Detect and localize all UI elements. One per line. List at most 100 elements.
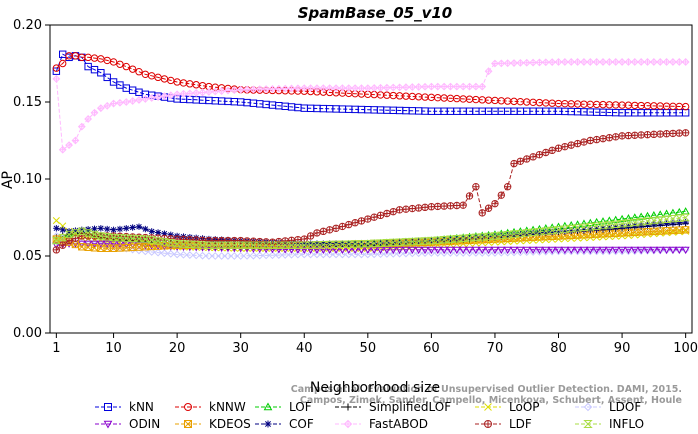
point-inflo bbox=[624, 219, 633, 227]
point-odin bbox=[414, 246, 423, 255]
point-inflo bbox=[229, 241, 239, 249]
point-fastabod bbox=[611, 58, 620, 66]
point-fastabod bbox=[154, 93, 162, 101]
point-ldof bbox=[433, 249, 442, 257]
point-inflo bbox=[350, 240, 360, 248]
point-ldf bbox=[656, 130, 664, 138]
point-ldof bbox=[611, 247, 620, 256]
point-odin bbox=[281, 246, 290, 254]
point-inflo bbox=[51, 236, 61, 245]
point-fastabod bbox=[173, 90, 182, 99]
point-odin bbox=[446, 246, 455, 255]
point-inflo bbox=[172, 239, 182, 248]
point-fastabod bbox=[427, 82, 436, 91]
point-inflo bbox=[604, 221, 614, 229]
point-ldf bbox=[605, 134, 614, 142]
point-fastabod bbox=[414, 83, 423, 91]
point-inflo bbox=[318, 241, 328, 249]
point-odin bbox=[103, 240, 112, 248]
point-fastabod bbox=[376, 83, 385, 92]
point-ldof bbox=[586, 247, 595, 256]
point-inflo bbox=[128, 234, 138, 243]
point-ldof bbox=[185, 251, 194, 259]
legend-item-knnw: kNNW bbox=[175, 400, 246, 414]
point-ldf bbox=[561, 142, 569, 151]
legend-marker bbox=[583, 402, 593, 412]
point-ldof bbox=[503, 248, 512, 257]
point-odin bbox=[465, 246, 474, 255]
point-ldf bbox=[465, 192, 474, 200]
point-ldf bbox=[618, 132, 626, 140]
point-ldf bbox=[675, 129, 683, 137]
point-odin bbox=[160, 243, 169, 251]
point-lof bbox=[586, 218, 595, 226]
y-tick-label: 0.05 bbox=[13, 249, 42, 264]
legend-item-knn: kNN bbox=[95, 400, 154, 414]
point-fastabod bbox=[382, 83, 391, 92]
point-ldof bbox=[599, 247, 607, 256]
point-inflo bbox=[560, 225, 570, 233]
legend-label: ODIN bbox=[129, 417, 160, 431]
point-ldof bbox=[459, 249, 468, 257]
point-ldof bbox=[522, 248, 531, 257]
point-fastabod bbox=[363, 84, 372, 93]
point-ldof bbox=[357, 250, 366, 259]
point-fastabod bbox=[109, 99, 118, 108]
point-inflo bbox=[528, 228, 538, 236]
point-fastabod bbox=[351, 84, 360, 93]
point-fastabod bbox=[313, 84, 321, 93]
point-ldf bbox=[434, 202, 442, 211]
point-ldf bbox=[586, 136, 594, 145]
point-inflo bbox=[179, 240, 188, 248]
point-fastabod bbox=[338, 84, 347, 93]
point-odin bbox=[586, 246, 595, 255]
legend-label: SimplifiedLOF bbox=[369, 400, 451, 414]
y-axis: 0.00 0.05 0.10 0.15 0.20 bbox=[13, 18, 50, 341]
point-fastabod bbox=[471, 82, 480, 91]
point-cof bbox=[53, 225, 60, 232]
point-fastabod bbox=[554, 58, 563, 66]
series-inflo bbox=[51, 213, 691, 249]
point-odin bbox=[643, 246, 652, 255]
point-inflo bbox=[293, 241, 303, 249]
point-inflo bbox=[71, 229, 80, 237]
point-ldf bbox=[52, 246, 61, 254]
point-ldf bbox=[592, 135, 601, 144]
point-fastabod bbox=[128, 97, 137, 105]
point-inflo bbox=[58, 233, 68, 242]
point-lof bbox=[605, 216, 614, 224]
point-ldof bbox=[249, 251, 258, 260]
x-tick-label: 1 bbox=[52, 341, 60, 356]
point-ldof bbox=[580, 247, 588, 256]
point-fastabod bbox=[478, 82, 487, 91]
point-inflo bbox=[439, 235, 449, 244]
point-inflo bbox=[191, 240, 201, 249]
point-ldof bbox=[173, 250, 182, 259]
point-ldf bbox=[612, 133, 620, 141]
point-lof bbox=[624, 214, 633, 222]
point-odin bbox=[90, 240, 99, 248]
point-fastabod bbox=[319, 84, 328, 93]
point-inflo bbox=[655, 216, 665, 224]
point-fastabod bbox=[141, 95, 150, 103]
point-fastabod bbox=[268, 85, 277, 93]
series-knnw bbox=[52, 52, 690, 111]
point-odin bbox=[516, 246, 525, 255]
point-inflo bbox=[592, 222, 602, 230]
point-fastabod bbox=[287, 84, 296, 93]
point-odin bbox=[497, 246, 506, 255]
point-fastabod bbox=[71, 136, 80, 145]
point-inflo bbox=[643, 217, 652, 225]
point-inflo bbox=[83, 229, 93, 237]
point-inflo bbox=[547, 226, 557, 235]
point-lof bbox=[643, 211, 652, 220]
point-inflo bbox=[198, 241, 207, 249]
point-cof bbox=[110, 226, 117, 234]
point-knnw bbox=[52, 64, 61, 72]
legend-marker bbox=[184, 420, 192, 428]
legend-item-cof: COF bbox=[255, 417, 314, 431]
point-fastabod bbox=[459, 82, 468, 91]
point-cof bbox=[148, 228, 155, 235]
point-ldof bbox=[338, 250, 347, 259]
point-cof bbox=[135, 223, 143, 230]
